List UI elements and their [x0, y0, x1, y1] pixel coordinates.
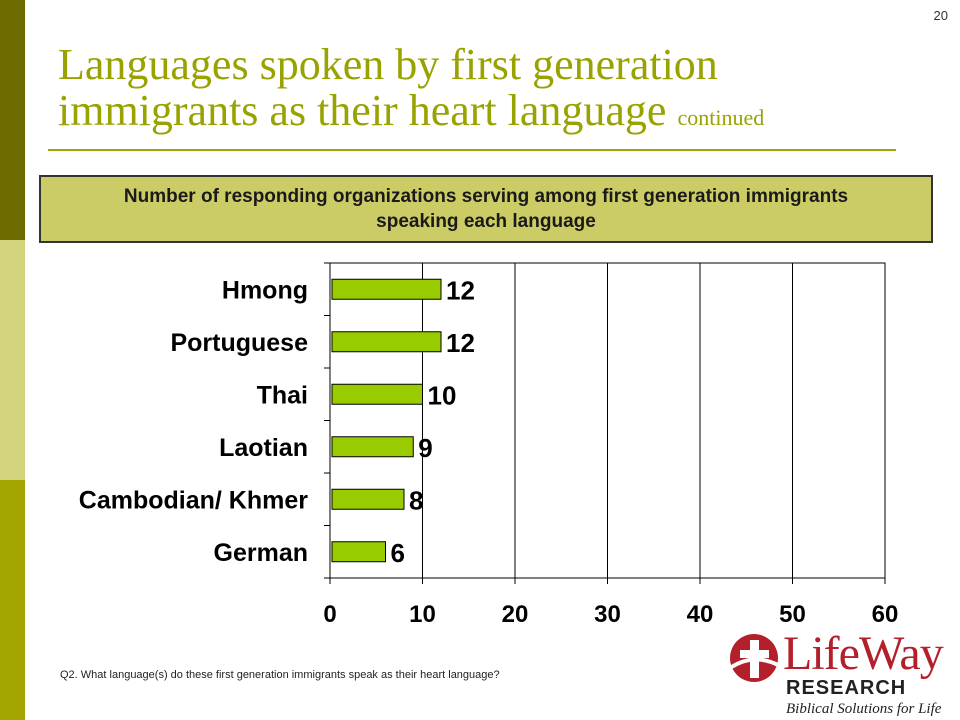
title-divider: [48, 149, 896, 151]
logo-division: RESEARCH: [786, 677, 907, 699]
bar: [331, 278, 442, 300]
data-label: 10: [428, 380, 457, 410]
x-tick-label: 40: [687, 601, 714, 628]
category-label: Hmong: [222, 276, 308, 304]
bar: [331, 331, 442, 353]
data-label: 12: [446, 275, 475, 305]
category-label: Thai: [257, 381, 308, 409]
lifeway-cross-icon: [728, 634, 781, 682]
side-band-mid: [0, 480, 25, 720]
bar: [331, 436, 414, 458]
data-label: 8: [409, 485, 423, 515]
side-band-light: [0, 240, 25, 480]
category-label: Cambodian/ Khmer: [79, 486, 308, 514]
slide-number: 20: [933, 8, 948, 23]
x-tick-label: 20: [502, 601, 529, 628]
data-label: 9: [418, 433, 432, 463]
logo-tagline: Biblical Solutions for Life: [786, 701, 942, 717]
x-tick-label: 0: [323, 601, 336, 628]
chart-subtitle-box: Number of responding organizations servi…: [39, 175, 933, 243]
bar: [331, 383, 423, 405]
x-tick-label: 30: [594, 601, 621, 628]
chart-subtitle: Number of responding organizations servi…: [123, 186, 849, 232]
category-label: Laotian: [219, 434, 308, 462]
x-tick-label: 10: [409, 601, 436, 628]
logo-name: LifeWay: [783, 627, 944, 680]
data-label: 12: [446, 328, 475, 358]
page-title: Languages spoken by first generation imm…: [58, 42, 918, 141]
bar: [331, 488, 405, 510]
lifeway-logo: LifeWay RESEARCH Biblical Solutions for …: [728, 626, 952, 720]
footnote: Q2. What language(s) do these first gene…: [60, 669, 500, 681]
bar: [331, 541, 386, 563]
data-label: 6: [391, 538, 405, 568]
title-main: Languages spoken by first generation imm…: [58, 40, 718, 135]
category-label: Portuguese: [170, 329, 308, 357]
x-tick-label: 50: [779, 601, 806, 628]
title-suffix: continued: [677, 105, 765, 130]
category-label: German: [214, 539, 308, 567]
x-tick-label: 60: [872, 601, 899, 628]
side-band-dark: [0, 0, 25, 240]
